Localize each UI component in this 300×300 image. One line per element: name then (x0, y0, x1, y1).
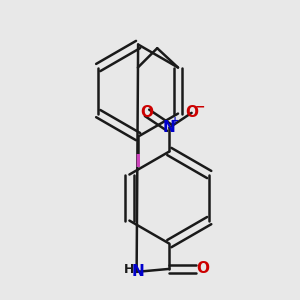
Text: I: I (135, 153, 141, 171)
Text: O: O (185, 105, 198, 120)
Text: N: N (132, 264, 145, 279)
Text: O: O (140, 105, 154, 120)
Text: H: H (124, 263, 134, 276)
Text: −: − (195, 101, 205, 114)
Text: O: O (196, 261, 209, 276)
Text: +: + (171, 116, 179, 126)
Text: N: N (163, 120, 176, 135)
